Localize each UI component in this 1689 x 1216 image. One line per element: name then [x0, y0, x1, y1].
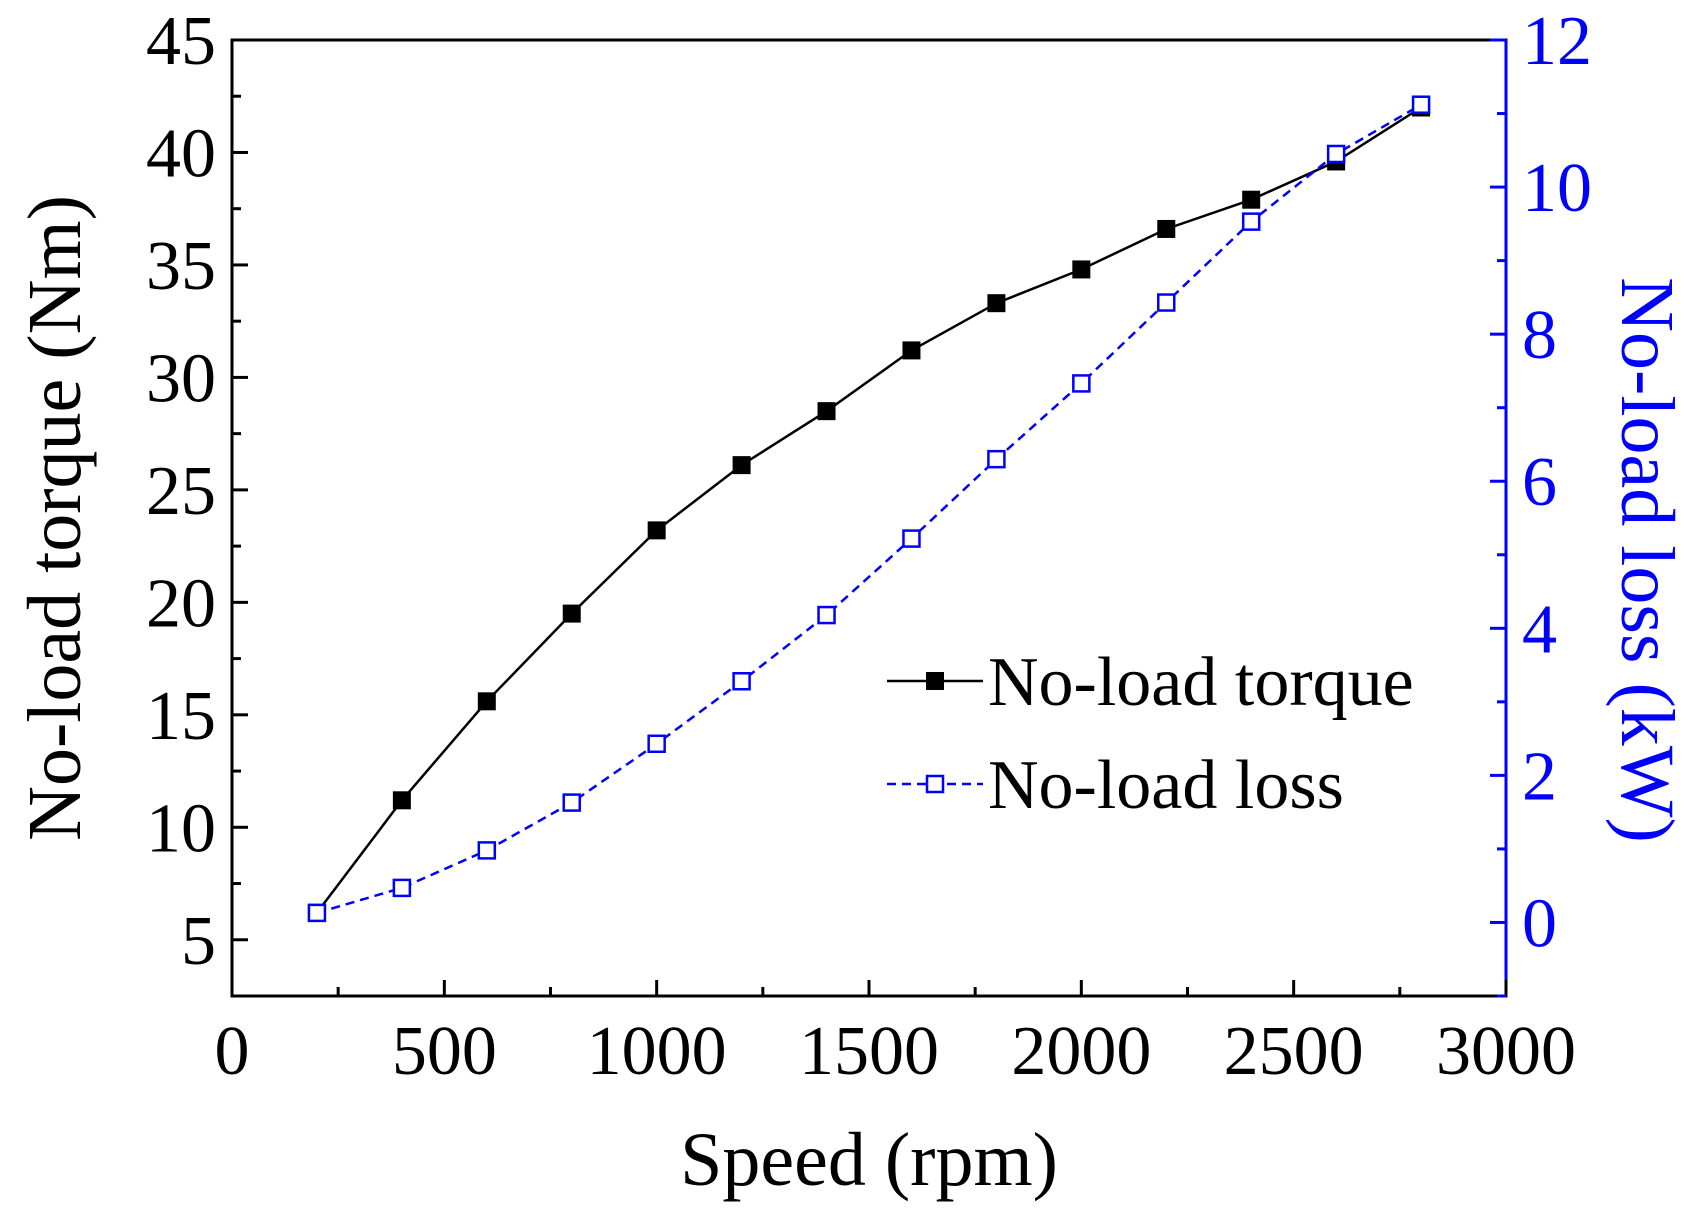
legend-label-loss: No-load loss	[988, 747, 1344, 824]
data-point-loss	[392, 878, 412, 898]
data-point-loss	[477, 841, 497, 860]
data-point-torque	[477, 692, 496, 711]
y-left-tick-label: 5	[181, 903, 216, 980]
data-point-loss	[817, 605, 836, 625]
data-point-torque	[1242, 190, 1261, 209]
data-point-torque	[1072, 260, 1091, 279]
y-right-tick-label: 0	[1522, 885, 1557, 962]
x-tick-label: 1000	[587, 1013, 727, 1090]
legend-marker-torque	[926, 672, 944, 690]
data-point-loss	[987, 449, 1006, 469]
data-point-torque	[732, 456, 751, 475]
legend-item-loss: No-load loss	[887, 747, 1344, 824]
plot-area	[230, 38, 1508, 998]
x-tick-label: 0	[215, 1013, 250, 1090]
y-left-tick-label: 35	[146, 228, 216, 305]
x-tick-label: 2000	[1011, 1013, 1151, 1090]
x-axis-label: Speed (rpm)	[680, 1118, 1058, 1202]
legend-marker-loss	[925, 774, 945, 794]
data-point-loss	[732, 672, 751, 691]
x-tick-label: 2500	[1224, 1013, 1364, 1090]
y-left-tick-label: 15	[146, 678, 216, 755]
y-left-tick-label: 10	[146, 790, 216, 867]
x-tick-label: 3000	[1436, 1013, 1576, 1090]
data-point-torque	[392, 791, 411, 810]
data-point-torque	[817, 402, 836, 421]
data-point-loss	[1326, 144, 1346, 164]
y-left-tick-label: 20	[146, 565, 216, 642]
data-point-loss	[1241, 212, 1261, 231]
data-point-loss	[562, 793, 581, 812]
y-right-tick-label: 6	[1522, 444, 1557, 521]
y-left-tick-label: 45	[146, 3, 216, 80]
legend-item-torque: No-load torque	[887, 644, 1414, 721]
y-right-tick-label: 8	[1522, 297, 1557, 374]
legend-label-torque: No-load torque	[988, 644, 1414, 721]
legend: No-load torque No-load loss	[887, 644, 1414, 824]
data-point-loss	[902, 529, 921, 548]
data-point-loss	[307, 903, 327, 923]
y-left-tick-label: 30	[146, 340, 216, 417]
data-point-loss	[1157, 293, 1176, 312]
data-point-loss	[647, 734, 666, 754]
y-right-axis-label: No-load loss (kW)	[1605, 277, 1689, 843]
y-right-tick-label: 2	[1522, 738, 1557, 815]
data-point-torque	[647, 521, 666, 540]
y-right-tick-label: 10	[1522, 150, 1592, 227]
series-line-0	[315, 106, 1422, 914]
series-line-1	[316, 103, 1422, 915]
data-point-torque	[987, 294, 1006, 313]
data-point-loss	[1411, 95, 1431, 114]
y-right-tick-label: 12	[1522, 3, 1592, 80]
y-left-tick-label: 25	[146, 453, 216, 530]
x-tick-label: 500	[392, 1013, 497, 1090]
data-point-torque	[562, 604, 581, 623]
x-tick-label: 1500	[799, 1013, 939, 1090]
data-point-loss	[1072, 374, 1091, 393]
data-point-torque	[1157, 219, 1176, 238]
data-point-torque	[902, 341, 921, 360]
y-right-tick-label: 4	[1522, 591, 1557, 668]
y-left-axis-label: No-load torque (Nm)	[13, 195, 97, 841]
y-left-tick-label: 40	[146, 115, 216, 192]
